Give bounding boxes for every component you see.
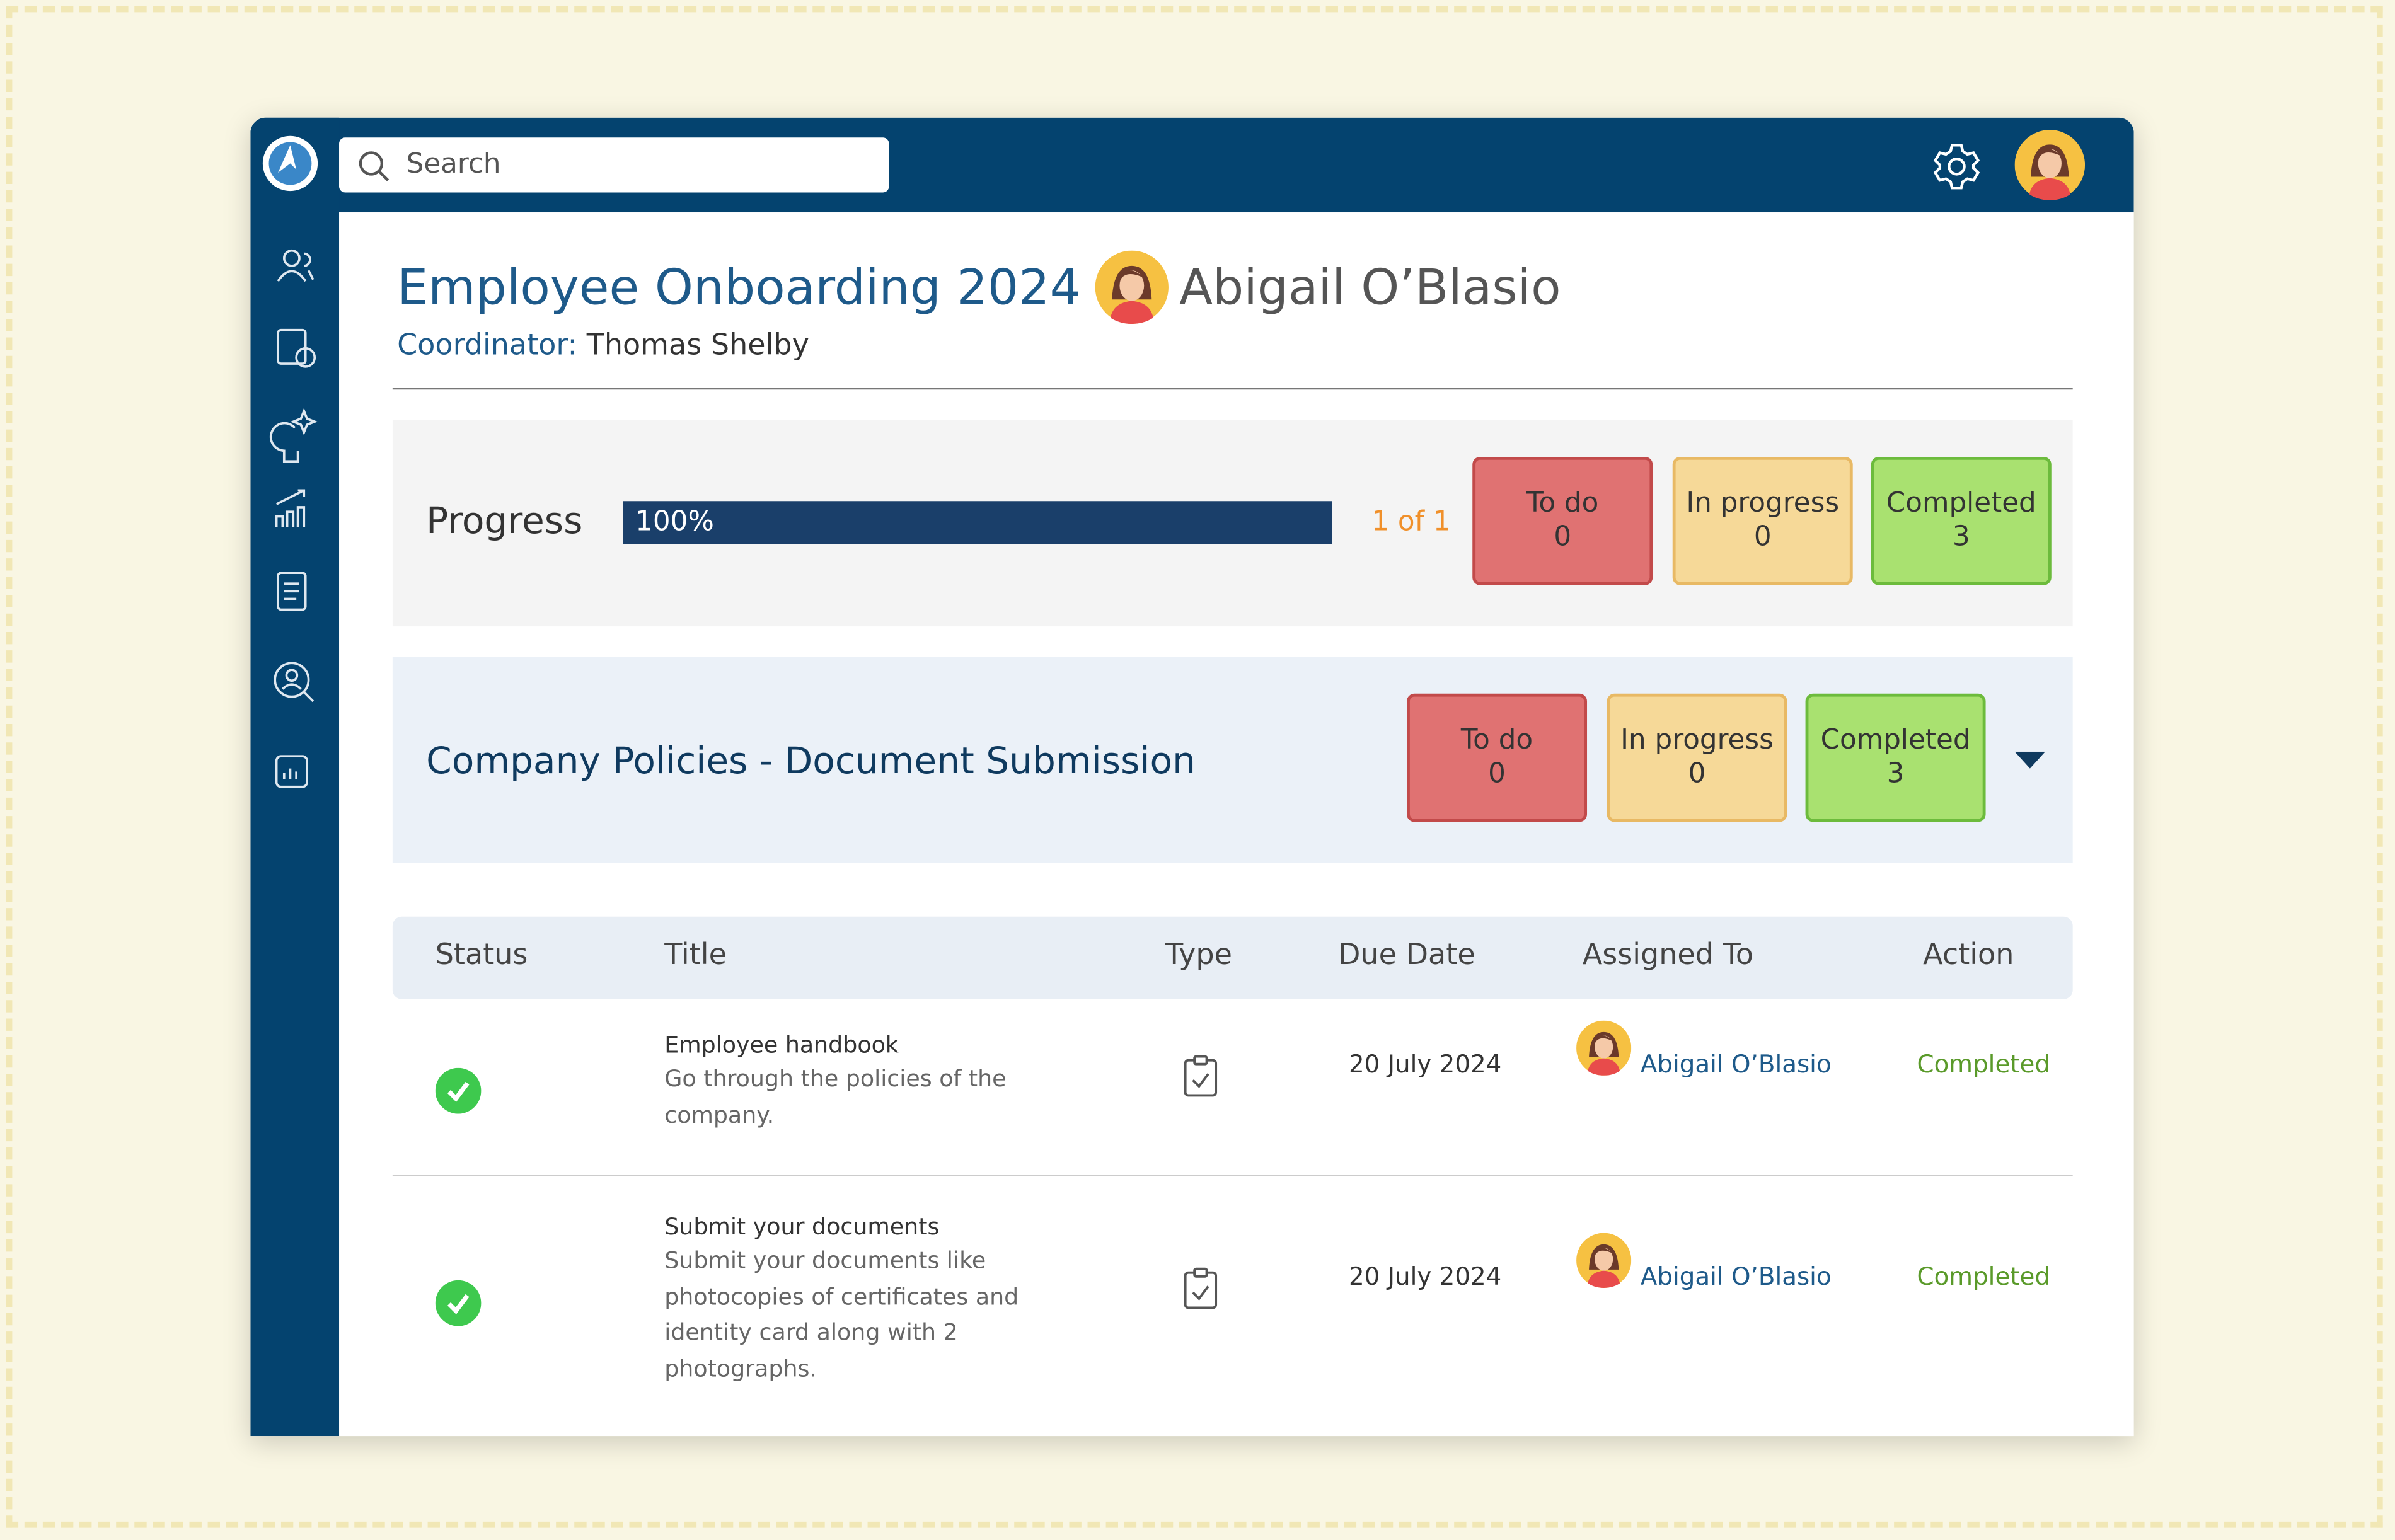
status-count: 0 [1753, 520, 1772, 553]
progress-label: Progress [426, 499, 583, 543]
coordinator-label: Coordinator: [397, 328, 578, 362]
assignee-name[interactable]: Abigail O’Blasio [1640, 1049, 1832, 1079]
column-header: Title [664, 938, 727, 972]
settings-icon[interactable] [1930, 141, 1982, 192]
column-header: Action [1923, 938, 2014, 972]
status-count: 3 [1952, 520, 1970, 553]
status-box[interactable]: To do 0 [1472, 456, 1653, 585]
due-date: 20 July 2024 [1348, 1049, 1502, 1079]
task-title: Employee handbook [664, 1031, 899, 1059]
status-check [436, 1280, 482, 1326]
user-avatar[interactable] [2014, 130, 2086, 200]
status-count: 3 [1886, 757, 1905, 790]
column-header: Type [1165, 938, 1232, 972]
status-count: 0 [1554, 520, 1572, 553]
status-count: 0 [1688, 757, 1706, 790]
section-panel[interactable]: Company Policies - Document Submission T… [392, 657, 2073, 863]
assignee-avatar [1576, 1020, 1632, 1076]
status-box[interactable]: In progress 0 [1607, 693, 1787, 822]
status-label: Completed [1820, 724, 1971, 757]
employee-name: Abigail O’Blasio [1179, 258, 1561, 316]
column-header: Due Date [1337, 938, 1475, 972]
window: Search Employee Onboarding 2024 - Abigai… [250, 117, 2134, 1437]
due-date: 20 July 2024 [1348, 1261, 1502, 1291]
task-title: Submit your documents [664, 1213, 940, 1241]
coordinator: Coordinator: Thomas Shelby [397, 328, 809, 362]
action-status[interactable]: Completed [1917, 1049, 2050, 1079]
section-title: Company Policies - Document Submission [426, 739, 1196, 783]
status-box[interactable]: Completed 3 [1805, 693, 1986, 822]
page-title: Employee Onboarding 2024 - [397, 258, 1114, 316]
search-box[interactable]: Search [339, 137, 889, 193]
type-icon [1184, 1055, 1218, 1097]
progress-percent: 100% [635, 505, 714, 538]
status-box[interactable]: Completed 3 [1871, 456, 2052, 585]
sidebar [250, 117, 340, 1437]
status-count: 0 [1488, 757, 1506, 790]
coordinator-name: Thomas Shelby [586, 328, 809, 362]
sidebar-icons[interactable] [250, 118, 339, 1436]
status-check [436, 1068, 482, 1114]
status-box[interactable]: In progress 0 [1672, 456, 1853, 585]
status-label: Completed [1886, 487, 2036, 520]
status-box[interactable]: To do 0 [1407, 693, 1588, 822]
table-header [392, 916, 2073, 999]
column-header: Assigned To [1582, 938, 1754, 972]
status-label: To do [1460, 724, 1533, 757]
expand-caret[interactable] [2014, 751, 2046, 770]
assignee-avatar [1576, 1233, 1632, 1288]
action-status[interactable]: Completed [1917, 1261, 2050, 1291]
progress-track: 100% [623, 501, 1332, 544]
column-header: Status [435, 938, 528, 972]
task-description: Submit your documents like photocopies o… [664, 1246, 1019, 1382]
status-label: In progress [1620, 724, 1774, 757]
progress-panel: Progress 100% 1 of 1 To do 0 In progress 0 C… [392, 420, 2073, 627]
assignee-name[interactable]: Abigail O’Blasio [1640, 1261, 1832, 1291]
employee-avatar [1095, 250, 1169, 325]
status-label: In progress [1686, 487, 1840, 520]
progress-count: 1 of 1 [1371, 505, 1451, 538]
status-label: To do [1526, 487, 1599, 520]
row-divider [392, 1175, 2073, 1176]
frame [6, 6, 2383, 1528]
type-icon [1184, 1267, 1218, 1309]
progress-fill [623, 501, 1332, 544]
task-description: Go through the policies of the company. [664, 1064, 1007, 1129]
search-icon [359, 151, 390, 181]
divider [392, 388, 2073, 390]
